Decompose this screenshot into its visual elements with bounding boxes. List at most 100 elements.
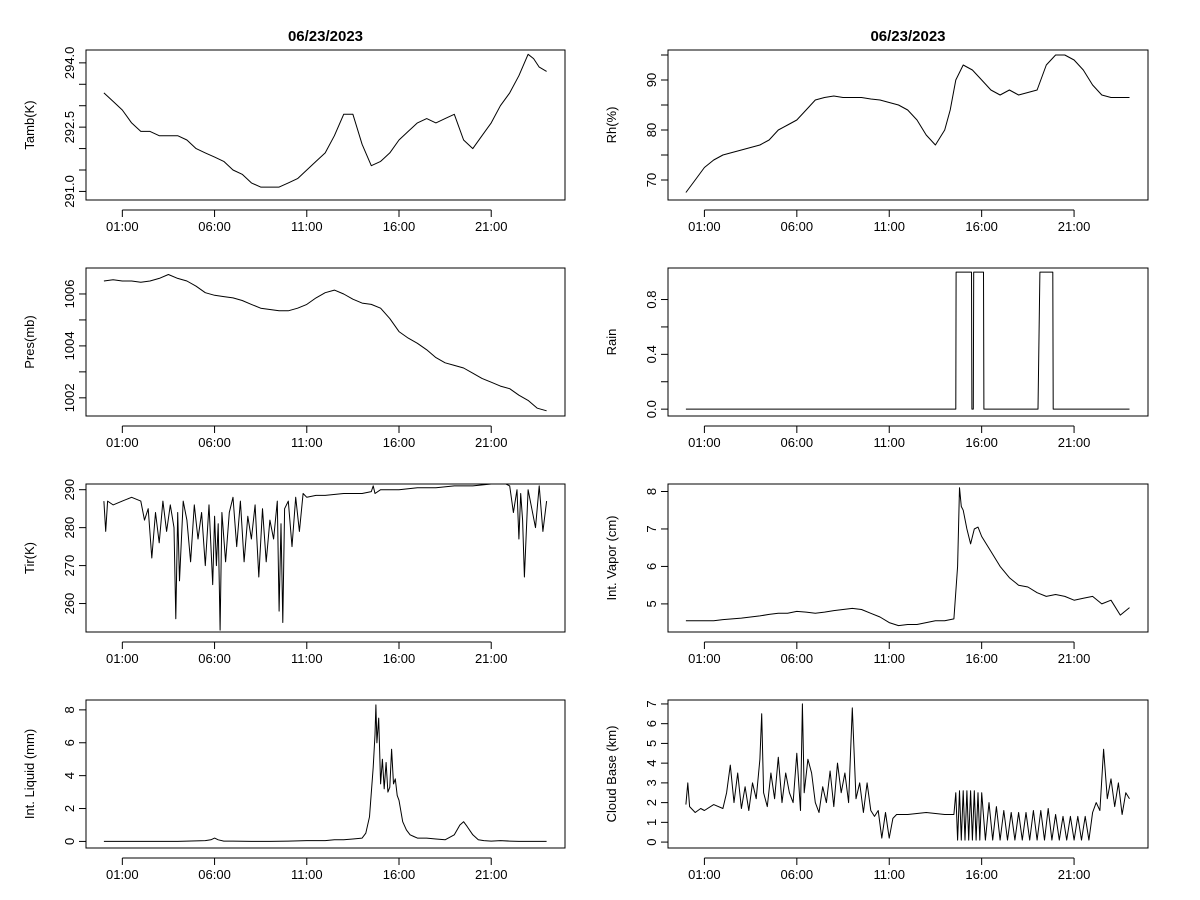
panel-5-y-tick-label: 290 (62, 479, 77, 501)
panel-2-frame (667, 49, 1149, 201)
panel-7-y-tick-label: 0 (62, 838, 77, 845)
panel-5-y-tick-label: 280 (62, 517, 77, 539)
panel-5-x-tick-label: 16:00 (383, 651, 416, 666)
panel-3-x-tick-label: 06:00 (198, 435, 231, 450)
panel-2-y-tick-label: 70 (644, 173, 659, 187)
panel-6-x-tick-label: 21:00 (1058, 651, 1091, 666)
panel-1-y-tick-label: 291.0 (62, 175, 77, 208)
panel-7-frame (85, 699, 566, 849)
panel-1-title: 06/23/2023 (288, 28, 363, 45)
panel-8-y-axis-label: Cloud Base (km) (604, 726, 619, 823)
panel-3-frame (85, 267, 566, 417)
panel-1-y-axis-label: Tamb(K) (22, 100, 37, 149)
panel-8-x-tick-label: 21:00 (1058, 867, 1091, 882)
panel-5-y-tick-label: 270 (62, 555, 77, 577)
panel-7-x-tick-label: 21:00 (475, 867, 508, 882)
panel-2-x-tick-label: 11:00 (873, 219, 905, 234)
panel-3-x-tick-label: 16:00 (383, 435, 416, 450)
panel-2-title: 06/23/2023 (870, 28, 945, 45)
panel-7-y-axis-label: Int. Liquid (mm) (22, 729, 37, 819)
panel-5-y-tick-label: 260 (62, 593, 77, 615)
panel-1-y-tick-label: 292.5 (62, 111, 77, 144)
panel-6-series-line (685, 487, 1130, 627)
panel-7-series-line (103, 704, 547, 842)
panel-1-x-tick-label: 06:00 (198, 219, 231, 234)
panel-1-x-tick-label: 01:00 (106, 219, 139, 234)
panel-3-x-tick-label: 11:00 (291, 435, 323, 450)
panel-2-x-tick-label: 06:00 (781, 219, 814, 234)
panel-3-y-tick-label: 1002 (62, 383, 77, 412)
panel-4-x-tick-label: 16:00 (965, 435, 998, 450)
panel-7-x-tick-label: 16:00 (383, 867, 416, 882)
panel-4-series-line (685, 271, 1130, 410)
panel-8-x-tick-label: 16:00 (965, 867, 998, 882)
panel-5-x-tick-label: 01:00 (106, 651, 139, 666)
panel-8-x-tick-label: 01:00 (688, 867, 721, 882)
panel-4-x-tick-label: 21:00 (1058, 435, 1091, 450)
panel-5-series-line (103, 483, 548, 631)
panel-7-y-tick-label: 2 (62, 805, 77, 812)
panel-6-x-tick-label: 16:00 (965, 651, 998, 666)
panel-1-x-tick-label: 16:00 (383, 219, 416, 234)
panel-2-y-tick-label: 90 (644, 73, 659, 87)
panel-2-x-tick-label: 16:00 (965, 219, 998, 234)
panel-6-frame (667, 483, 1149, 633)
panel-4-x-tick-label: 01:00 (688, 435, 721, 450)
panel-7-y-tick-label: 8 (62, 706, 77, 713)
panel-7-y-tick-label: 6 (62, 739, 77, 746)
panel-8-y-tick-label: 4 (644, 760, 659, 767)
panel-1-y-tick-label: 294.0 (62, 47, 77, 80)
panel-2-y-tick-label: 80 (644, 123, 659, 137)
panel-7-x-tick-label: 11:00 (291, 867, 323, 882)
panel-8-y-tick-label: 5 (644, 740, 659, 747)
panel-7-x-tick-label: 01:00 (106, 867, 139, 882)
panel-5-x-tick-label: 21:00 (475, 651, 508, 666)
panel-5-y-axis-label: Tir(K) (22, 542, 37, 574)
panel-4-frame (667, 267, 1149, 417)
panel-3-y-tick-label: 1004 (62, 331, 77, 360)
panel-3-x-tick-label: 21:00 (475, 435, 508, 450)
panel-6-x-tick-label: 01:00 (688, 651, 721, 666)
panel-3-y-tick-label: 1006 (62, 280, 77, 309)
panel-8-y-tick-label: 1 (644, 819, 659, 826)
panel-5-x-tick-label: 06:00 (198, 651, 231, 666)
panel-4-y-tick-label: 0.0 (644, 400, 659, 418)
panel-2-x-tick-label: 21:00 (1058, 219, 1091, 234)
panel-1-frame (85, 49, 566, 201)
panel-8-y-tick-label: 6 (644, 720, 659, 727)
panel-6-y-tick-label: 7 (644, 525, 659, 532)
panel-4-x-tick-label: 11:00 (873, 435, 905, 450)
panel-8-y-tick-label: 0 (644, 838, 659, 845)
panel-1-x-tick-label: 11:00 (291, 219, 323, 234)
panel-6-y-tick-label: 8 (644, 488, 659, 495)
panel-6-x-tick-label: 06:00 (781, 651, 814, 666)
panel-2-y-axis-label: Rh(%) (604, 107, 619, 144)
panel-8-x-tick-label: 11:00 (873, 867, 905, 882)
panel-7-y-tick-label: 4 (62, 772, 77, 779)
panel-6-y-tick-label: 6 (644, 563, 659, 570)
panel-8-x-tick-label: 06:00 (781, 867, 814, 882)
panel-6-y-axis-label: Int. Vapor (cm) (604, 515, 619, 600)
panel-6-y-tick-label: 5 (644, 600, 659, 607)
panel-8-y-tick-label: 7 (644, 700, 659, 707)
panel-6-x-tick-label: 11:00 (873, 651, 905, 666)
panel-4-x-tick-label: 06:00 (781, 435, 814, 450)
panel-8-y-tick-label: 3 (644, 779, 659, 786)
panel-1-x-tick-label: 21:00 (475, 219, 508, 234)
panel-5-frame (85, 483, 566, 633)
panel-4-y-axis-label: Rain (604, 329, 619, 356)
panel-2-series-line (685, 54, 1130, 193)
panel-8-frame (667, 699, 1149, 849)
panel-8-y-tick-label: 2 (644, 799, 659, 806)
panel-7-x-tick-label: 06:00 (198, 867, 231, 882)
panel-1-series-line (103, 53, 547, 188)
panel-8-series-line (685, 703, 1130, 841)
panel-4-y-tick-label: 0.4 (644, 345, 659, 363)
panel-2-x-tick-label: 01:00 (688, 219, 721, 234)
panel-3-x-tick-label: 01:00 (106, 435, 139, 450)
panel-5-x-tick-label: 11:00 (291, 651, 323, 666)
panel-4-y-tick-label: 0.8 (644, 290, 659, 308)
panel-3-series-line (103, 274, 547, 412)
panel-3-y-axis-label: Pres(mb) (22, 315, 37, 368)
